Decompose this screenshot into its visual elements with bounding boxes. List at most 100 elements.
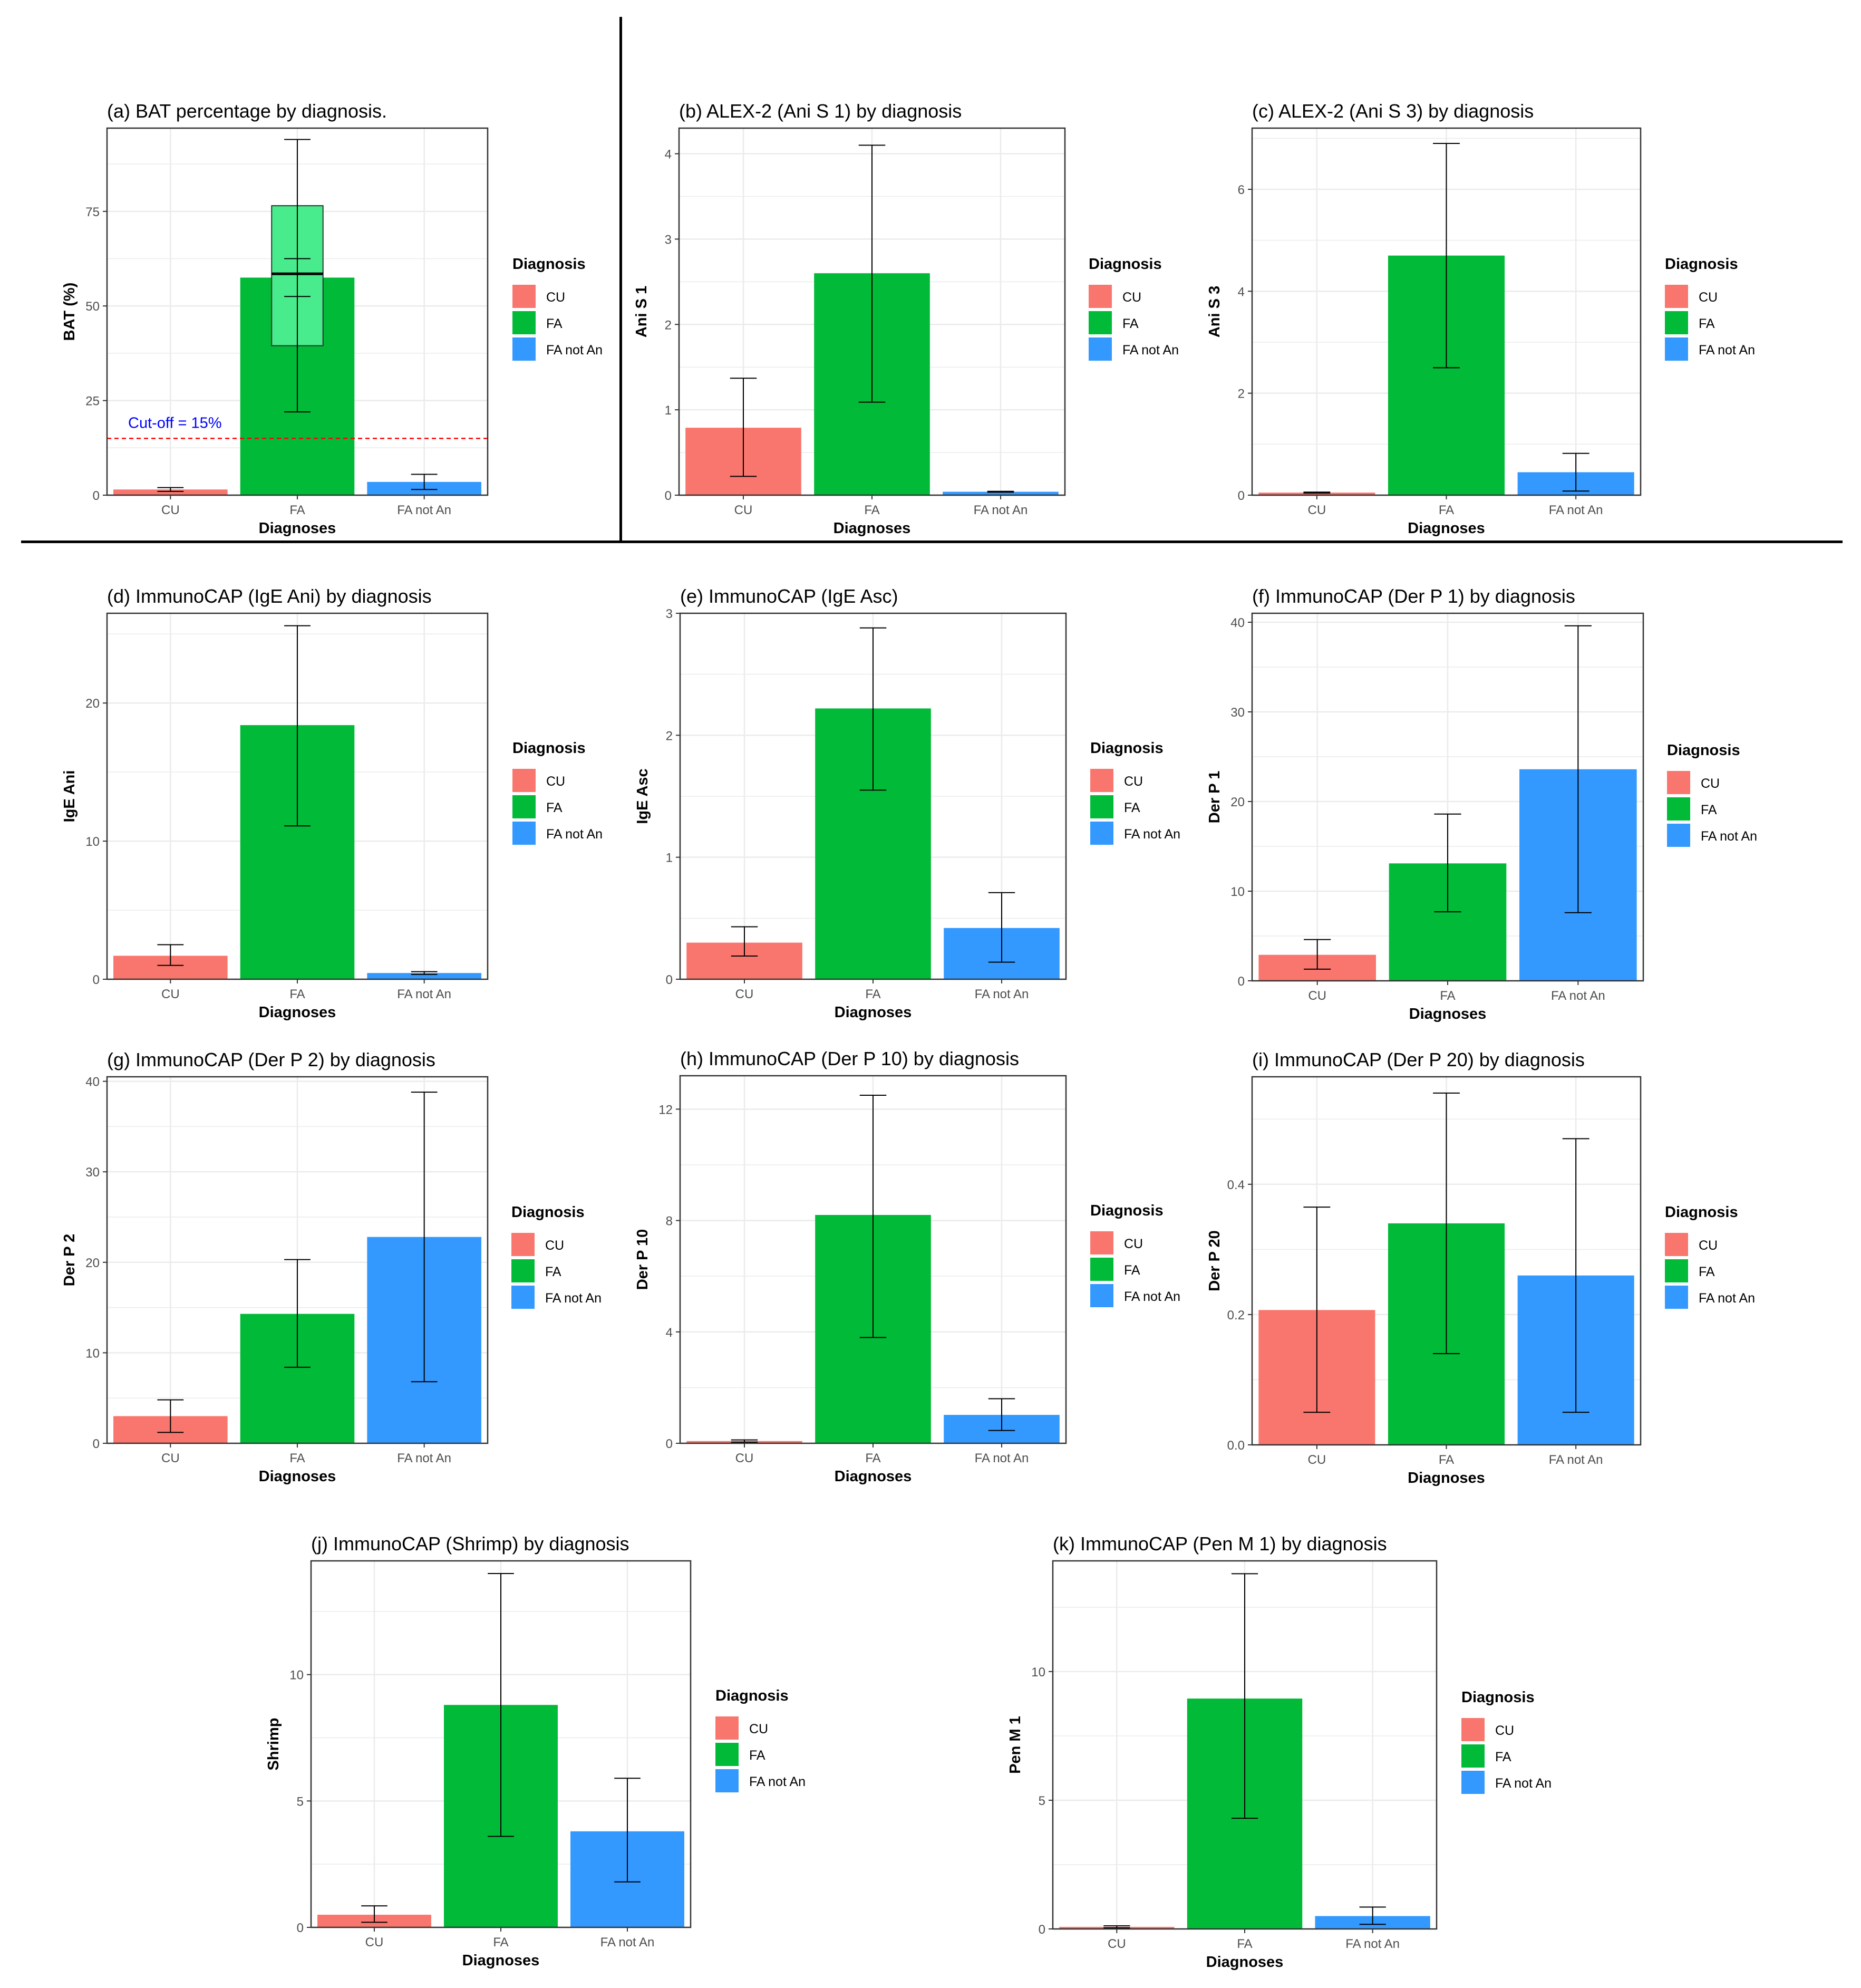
- panel-d-legend-title: Diagnosis: [512, 740, 586, 757]
- panel-c-legend-key-cu: [1665, 285, 1688, 308]
- panel-e-xtick-label-fa: FA: [865, 987, 880, 1001]
- panel-d-legend-key-cu: [512, 769, 536, 792]
- panel-g-ylabel: Der P 2: [61, 1234, 78, 1286]
- panel-b-legend-label-fa: FA: [1122, 316, 1139, 331]
- panel-d-legend-label-fa-not-an: FA not An: [546, 827, 603, 842]
- panel-b-legend-title: Diagnosis: [1089, 256, 1162, 273]
- panel-j-ytick-label-0: 0: [297, 1921, 304, 1935]
- panel-b-xlabel: Diagnoses: [833, 520, 911, 537]
- panel-k-xlabel: Diagnoses: [1206, 1954, 1284, 1971]
- panel-f-legend-key-fa-not-an: [1667, 824, 1690, 847]
- panel-d-xlabel: Diagnoses: [259, 1004, 336, 1021]
- panel-i-legend-key-cu: [1665, 1233, 1688, 1256]
- panel-h-xlabel: Diagnoses: [835, 1468, 912, 1485]
- panel-e-legend-label-cu: CU: [1124, 774, 1143, 789]
- panel-f-ytick-label-4: 40: [1230, 616, 1245, 630]
- panel-j-legend-key-fa: [715, 1743, 739, 1766]
- panel-i-ytick-label-2: 0.4: [1227, 1178, 1245, 1192]
- panel-k-legend-label-fa: FA: [1495, 1750, 1511, 1764]
- panel-f-legend-title: Diagnosis: [1667, 742, 1740, 759]
- panel-a-ytick-label-3: 75: [85, 205, 100, 219]
- panel-b-ytick-label-2: 2: [665, 318, 672, 332]
- panel-j-ylabel: Shrimp: [265, 1718, 282, 1771]
- panel-b-legend-label-cu: CU: [1122, 290, 1141, 305]
- panel-e-legend-key-cu: [1090, 769, 1113, 792]
- panel-c-legend-label-fa: FA: [1699, 316, 1715, 331]
- panel-g-ytick-label-4: 40: [85, 1075, 100, 1089]
- panel-k-ylabel: Pen M 1: [1007, 1716, 1024, 1774]
- panel-b-legend-key-cu: [1089, 285, 1112, 308]
- panel-h-ylabel: Der P 10: [634, 1229, 651, 1290]
- top-left-divider: [619, 17, 622, 542]
- panel-e-legend-label-fa-not-an: FA not An: [1124, 827, 1180, 842]
- panel-i-xtick-label-fa-not-an: FA not An: [1549, 1453, 1603, 1467]
- panel-f-legend-key-fa: [1667, 797, 1690, 821]
- panel-k-legend-label-fa-not-an: FA not An: [1495, 1776, 1552, 1791]
- panel-j-xtick-label-cu: CU: [365, 1935, 384, 1950]
- panel-a-legend-key-fa: [512, 311, 536, 334]
- panel-i-title: (i) ImmunoCAP (Der P 20) by diagnosis: [1252, 1049, 1585, 1070]
- panel-e-ylabel: IgE Asc: [634, 768, 651, 824]
- panel-f-xtick-label-fa-not-an: FA not An: [1551, 989, 1605, 1003]
- panel-h-xtick-label-fa: FA: [865, 1451, 880, 1465]
- panel-h-xtick-label-cu: CU: [735, 1451, 754, 1465]
- panel-i-xtick-label-fa: FA: [1439, 1453, 1454, 1467]
- panel-g-xtick-label-fa: FA: [289, 1451, 305, 1465]
- panel-j-title: (j) ImmunoCAP (Shrimp) by diagnosis: [311, 1533, 629, 1555]
- panel-a-legend-label-cu: CU: [546, 290, 565, 305]
- panel-a-legend-label-fa: FA: [546, 316, 563, 331]
- panel-e-ytick-label-0: 0: [666, 973, 673, 987]
- panel-h-ytick-label-2: 8: [666, 1214, 673, 1229]
- panel-d-ytick-label-2: 20: [85, 697, 100, 711]
- panel-d-legend-key-fa: [512, 795, 536, 818]
- panel-a-xtick-label-fa-not-an: FA not An: [397, 503, 451, 517]
- panel-h-ytick-label-3: 12: [658, 1103, 673, 1117]
- panel-d-ylabel: IgE Ani: [61, 770, 78, 823]
- panel-h-ytick-label-1: 4: [666, 1326, 673, 1340]
- panel-j-legend-title: Diagnosis: [715, 1687, 789, 1704]
- panel-a-legend-key-cu: [512, 285, 536, 308]
- panel-d-xtick-label-fa: FA: [289, 987, 305, 1001]
- panel-j-legend-label-fa: FA: [749, 1748, 765, 1763]
- panel-g-legend-key-cu: [511, 1233, 535, 1256]
- panel-k-legend-key-fa: [1461, 1744, 1485, 1768]
- panel-f-legend-label-cu: CU: [1701, 776, 1720, 791]
- panel-b-ylabel: Ani S 1: [633, 286, 650, 337]
- panel-c-xtick-label-fa-not-an: FA not An: [1549, 503, 1603, 517]
- panel-d-legend-label-fa: FA: [546, 800, 563, 815]
- panel-g-title: (g) ImmunoCAP (Der P 2) by diagnosis: [107, 1049, 435, 1070]
- panel-f-xtick-label-cu: CU: [1308, 989, 1326, 1003]
- panel-c-legend-key-fa: [1665, 311, 1688, 334]
- panel-i-legend-key-fa-not-an: [1665, 1286, 1688, 1309]
- panel-c-ytick-label-0: 0: [1238, 489, 1245, 503]
- panel-b-xtick-label-fa: FA: [864, 503, 879, 517]
- panel-a-xlabel: Diagnoses: [259, 520, 336, 537]
- panel-b-title: (b) ALEX-2 (Ani S 1) by diagnosis: [679, 100, 962, 122]
- panel-f-ytick-label-0: 0: [1238, 974, 1245, 989]
- panel-c-legend-label-cu: CU: [1699, 290, 1718, 305]
- panel-g-ytick-label-2: 20: [85, 1256, 100, 1270]
- panel-c-xtick-label-fa: FA: [1439, 503, 1454, 517]
- top-row-divider: [21, 541, 1843, 543]
- panel-c-xtick-label-cu: CU: [1307, 503, 1326, 517]
- panel-i-legend-key-fa: [1665, 1259, 1688, 1282]
- panel-d-xtick-label-cu: CU: [161, 987, 180, 1001]
- panel-e-legend-key-fa: [1090, 795, 1113, 818]
- panel-a-title: (a) BAT percentage by diagnosis.: [107, 100, 387, 122]
- panel-j-legend-label-fa-not-an: FA not An: [749, 1774, 806, 1789]
- panel-c-legend-key-fa-not-an: [1665, 337, 1688, 361]
- panel-h-xtick-label-fa-not-an: FA not An: [975, 1451, 1029, 1465]
- panel-k-title: (k) ImmunoCAP (Pen M 1) by diagnosis: [1053, 1533, 1387, 1555]
- panel-a-xtick-label-cu: CU: [161, 503, 180, 517]
- panel-e-legend-title: Diagnosis: [1090, 740, 1164, 757]
- panel-d-title: (d) ImmunoCAP (IgE Ani) by diagnosis: [107, 585, 432, 607]
- panel-a-legend-label-fa-not-an: FA not An: [546, 343, 603, 358]
- panel-k-xtick-label-fa: FA: [1237, 1937, 1252, 1951]
- panel-h-legend-title: Diagnosis: [1090, 1202, 1164, 1219]
- panel-b-xtick-label-fa-not-an: FA not An: [974, 503, 1028, 517]
- panel-f-legend-label-fa-not-an: FA not An: [1701, 829, 1757, 844]
- panel-c-ytick-label-1: 2: [1238, 387, 1245, 401]
- panel-b-ytick-label-4: 4: [665, 148, 672, 162]
- panel-g-legend-label-fa: FA: [545, 1265, 561, 1279]
- panel-b-legend-label-fa-not-an: FA not An: [1122, 343, 1179, 358]
